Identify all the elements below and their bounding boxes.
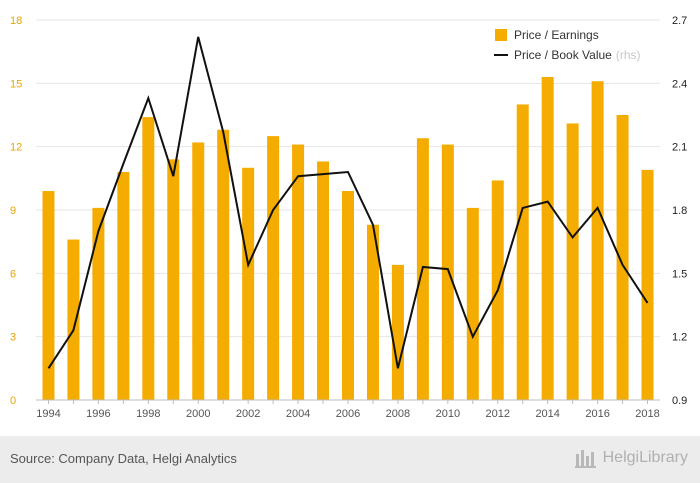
pe-bar	[541, 77, 554, 400]
x-tick-label: 2006	[336, 408, 360, 420]
right-tick-label: 2.7	[672, 15, 687, 27]
pbv-line-layer	[47, 36, 649, 369]
legend-label-pbv: Price / Book Value	[514, 48, 612, 62]
left-tick-label: 15	[10, 78, 22, 90]
pe-bar	[142, 117, 155, 400]
left-tick-label: 18	[10, 15, 22, 27]
legend-label-pe: Price / Earnings	[514, 28, 599, 42]
left-tick-label: 0	[10, 395, 16, 407]
x-tick-label: 1996	[86, 408, 110, 420]
x-tick-label: 2016	[585, 408, 609, 420]
right-tick-label: 1.2	[672, 332, 687, 344]
right-tick-label: 0.9	[672, 395, 687, 407]
pe-bar	[616, 115, 629, 400]
library-icon	[574, 450, 596, 468]
pe-bar	[566, 123, 579, 400]
x-tick-label: 2000	[186, 408, 210, 420]
legend-label-pbv-row: Price / Book Value (rhs)	[514, 48, 641, 62]
pe-bar	[641, 169, 654, 400]
right-axis-ticks: 0.9 1.2 1.5 1.8 2.1 2.4 2.7	[672, 15, 687, 407]
brand-logo: HelgiLibrary	[574, 448, 688, 468]
pe-bar	[516, 104, 529, 400]
x-tick-label: 2012	[486, 408, 510, 420]
pe-bar	[391, 264, 404, 400]
right-tick-label: 2.4	[672, 78, 687, 90]
pe-bar	[217, 129, 230, 400]
x-axis-ticks: 1994 1996 1998 2000 2002 2004 2006 2008 2010 2012…	[36, 400, 660, 420]
x-tick-label: 2018	[635, 408, 659, 420]
pe-bars	[42, 77, 654, 400]
x-tick-label: 1998	[136, 408, 160, 420]
right-tick-label: 2.1	[672, 142, 687, 154]
right-tick-label: 1.8	[672, 205, 687, 217]
source-text: Source: Company Data, Helgi Analytics	[10, 451, 237, 466]
footer-bar: Source: Company Data, Helgi Analytics He…	[0, 436, 700, 483]
left-tick-label: 6	[10, 268, 16, 280]
legend-rhs-note: (rhs)	[616, 48, 641, 62]
left-tick-label: 9	[10, 205, 16, 217]
left-tick-label: 3	[10, 332, 16, 344]
x-tick-label: 2002	[236, 408, 260, 420]
pe-bar	[117, 172, 130, 400]
pe-bar	[242, 167, 255, 400]
brand-name: HelgiLibrary	[602, 449, 688, 466]
pe-bar	[167, 159, 180, 400]
pe-bar	[267, 136, 280, 400]
left-axis-ticks: 0 3 6 9 12 15 18	[10, 15, 22, 407]
pe-bar	[366, 224, 379, 400]
x-tick-label: 2010	[436, 408, 460, 420]
pe-bar	[441, 144, 454, 400]
legend-swatch-pe	[495, 29, 507, 41]
right-tick-label: 1.5	[672, 268, 687, 280]
pe-bar	[466, 207, 479, 400]
legend: Price / Earnings Price / Book Value (rhs)	[494, 28, 641, 62]
x-tick-label: 1994	[36, 408, 60, 420]
x-tick-label: 2008	[386, 408, 410, 420]
pe-bar	[42, 191, 55, 400]
pe-bar	[317, 161, 330, 400]
pe-bar	[192, 142, 205, 400]
left-tick-label: 12	[10, 142, 22, 154]
pe-bar	[67, 239, 80, 400]
pe-bar	[342, 191, 354, 400]
x-tick-label: 2014	[535, 408, 559, 420]
pe-bar	[591, 81, 604, 400]
x-tick-label: 2004	[286, 408, 310, 420]
pe-bar	[92, 207, 105, 400]
pe-bar	[292, 144, 305, 400]
